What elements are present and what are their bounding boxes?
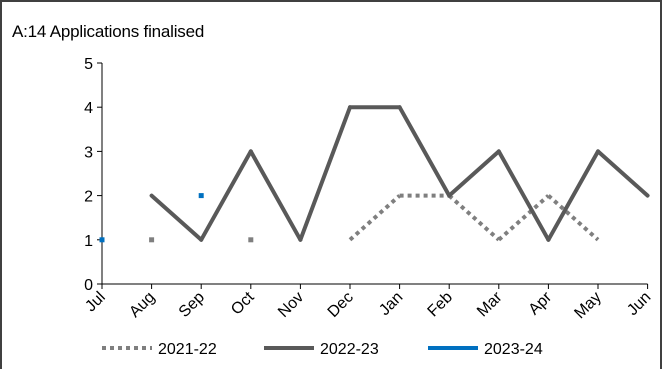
x-tick-label: Apr: [526, 288, 556, 318]
y-tick-label: 4: [84, 100, 93, 117]
series-2021-22-segment: [548, 196, 598, 240]
x-tick-label: Jan: [376, 289, 406, 319]
series-2021-22-point: [149, 237, 154, 242]
series-2022-23-segment: [499, 151, 549, 239]
y-tick-label: 0: [84, 277, 93, 294]
series-2021-22-segment: [499, 196, 549, 240]
x-tick-label: Dec: [325, 289, 357, 321]
series-2022-23-segment: [251, 151, 301, 239]
series-2022-23-segment: [152, 196, 202, 240]
legend-label-2021-22: 2021-22: [158, 341, 217, 358]
series-2021-22-segment: [449, 196, 499, 240]
series-2022-23-segment: [449, 151, 499, 195]
x-tick-label: Sep: [176, 289, 208, 321]
y-tick-label: 3: [84, 144, 93, 161]
series-2023-24-point: [100, 237, 105, 242]
x-tick-label: Nov: [275, 289, 307, 321]
series-2021-22-segment: [350, 196, 400, 240]
y-tick-label: 2: [84, 189, 93, 206]
x-tick-label: Mar: [474, 288, 506, 320]
x-tick-label: Jun: [624, 289, 654, 319]
series-2022-23-segment: [300, 107, 350, 240]
y-tick-label: 5: [84, 56, 93, 73]
x-tick-label: May: [571, 289, 604, 322]
legend-label-2023-24: 2023-24: [484, 341, 543, 358]
series-2022-23-segment: [400, 107, 450, 195]
series-2023-24-point: [199, 193, 204, 198]
x-tick-label: Oct: [228, 288, 258, 318]
series-2022-23-segment: [201, 151, 251, 239]
legend-label-2022-23: 2022-23: [320, 341, 379, 358]
series-2022-23-segment: [598, 151, 648, 195]
y-tick-label: 1: [84, 233, 93, 250]
series-2021-22-point: [248, 237, 253, 242]
x-tick-label: Feb: [425, 289, 457, 321]
series-2022-23-segment: [548, 151, 598, 239]
x-tick-label: Aug: [126, 289, 158, 321]
